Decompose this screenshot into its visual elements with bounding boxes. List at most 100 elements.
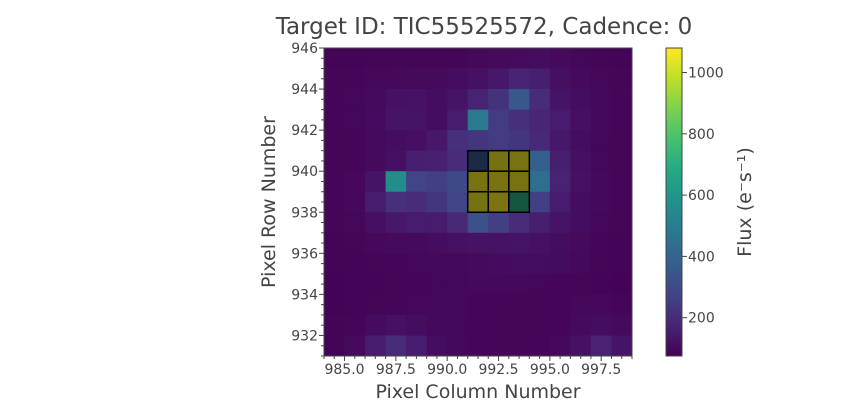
pixel-cell [406, 89, 428, 110]
pixel-cell [590, 171, 612, 193]
pixel-cell [365, 314, 386, 336]
pixel-cell [570, 109, 592, 131]
aperture-pixel [508, 190, 531, 214]
pixel-cell [590, 335, 612, 357]
pixel-cell [529, 89, 551, 110]
x-tick-label: 990.0 [427, 362, 467, 378]
pixel-cell [324, 253, 345, 275]
pixel-cell [344, 68, 366, 90]
pixel-cell [344, 109, 366, 131]
pixel-cell [529, 150, 551, 172]
pixel-cell [508, 109, 530, 131]
pixel-cell [365, 130, 386, 152]
pixel-cell [570, 68, 592, 90]
pixel-cell [529, 232, 551, 254]
pixel-cell [324, 89, 345, 110]
pixel-cell [406, 171, 428, 193]
pixel-cell [406, 273, 428, 295]
pixel-cell [447, 253, 469, 275]
pixel-cell [488, 212, 510, 234]
pixel-cell [549, 294, 571, 316]
pixel-cell [324, 232, 345, 254]
pixel-cell [570, 130, 592, 152]
pixel-cell [467, 335, 489, 357]
pixel-cell [447, 273, 469, 295]
y-tick-label: 942 [291, 123, 318, 139]
pixel-cell [549, 232, 571, 254]
colorbar-tick-label: 1000 [688, 66, 724, 82]
aperture-pixel [466, 190, 490, 214]
pixel-cell [385, 171, 407, 193]
pixel-cell [447, 335, 469, 357]
pixel-cell [385, 294, 407, 316]
pixel-cell [406, 68, 428, 90]
pixel-cell [488, 130, 510, 152]
pixel-cell [549, 314, 571, 336]
pixel-cell [590, 89, 612, 110]
pixel-cell [447, 130, 469, 152]
pixel-cell [570, 171, 592, 193]
pixel-cell [611, 89, 633, 110]
pixel-cell [549, 109, 571, 131]
pixel-cell [488, 48, 510, 69]
pixel-cell [611, 109, 633, 131]
pixel-cell [406, 314, 428, 336]
pixel-cell [549, 335, 571, 357]
pixel-cell [324, 212, 345, 234]
pixel-cell [426, 335, 448, 357]
pixel-cell [611, 48, 633, 69]
pixel-cell [488, 68, 510, 90]
pixel-cell [549, 48, 571, 69]
pixel-cell [385, 89, 407, 110]
pixel-cell [344, 171, 366, 193]
x-tick-label: 987.5 [376, 362, 416, 378]
x-axis-label: Pixel Column Number [375, 381, 580, 400]
pixel-cell [447, 232, 469, 254]
pixel-cell [426, 294, 448, 316]
pixel-cell [488, 273, 510, 295]
y-tick-label: 938 [291, 205, 318, 221]
pixel-cell [508, 130, 530, 152]
pixel-cell [549, 130, 571, 152]
pixel-cell [406, 212, 428, 234]
aperture-pixel [466, 149, 490, 172]
pixel-cell [570, 253, 592, 275]
pixel-cell [365, 232, 386, 254]
pixel-cell [426, 253, 448, 275]
pixel-cell [406, 130, 428, 152]
pixel-cell [344, 294, 366, 316]
pixel-cell [467, 232, 489, 254]
pixel-cell [365, 273, 386, 295]
pixel-cell [447, 212, 469, 234]
pixel-cell [488, 89, 510, 110]
pixel-cell [406, 109, 428, 131]
pixel-cell [385, 212, 407, 234]
pixel-cell [467, 68, 489, 90]
pixel-cell [611, 232, 633, 254]
pixel-cell [467, 89, 489, 110]
pixel-cell [590, 109, 612, 131]
pixel-cell [611, 150, 633, 172]
pixel-cell [426, 314, 448, 336]
pixel-cell [611, 68, 633, 90]
pixel-cell [324, 150, 345, 172]
pixel-cell [324, 335, 345, 357]
aperture-pixel [487, 170, 510, 193]
pixel-cell [529, 314, 551, 336]
pixel-cell [385, 273, 407, 295]
pixel-cell [488, 314, 510, 336]
pixel-cell [570, 150, 592, 172]
pixel-cell [426, 212, 448, 234]
pixel-cell [529, 273, 551, 295]
pixel-cell [365, 191, 386, 213]
pixel-cell [344, 89, 366, 110]
pixel-cell [508, 68, 530, 90]
pixel-cell [549, 68, 571, 90]
y-tick-label: 940 [291, 164, 318, 180]
pixel-cell [385, 130, 407, 152]
pixel-cell [324, 130, 345, 152]
pixel-cell [447, 191, 469, 213]
pixel-cell [549, 273, 571, 295]
pixel-cell [549, 212, 571, 234]
pixel-cell [426, 191, 448, 213]
